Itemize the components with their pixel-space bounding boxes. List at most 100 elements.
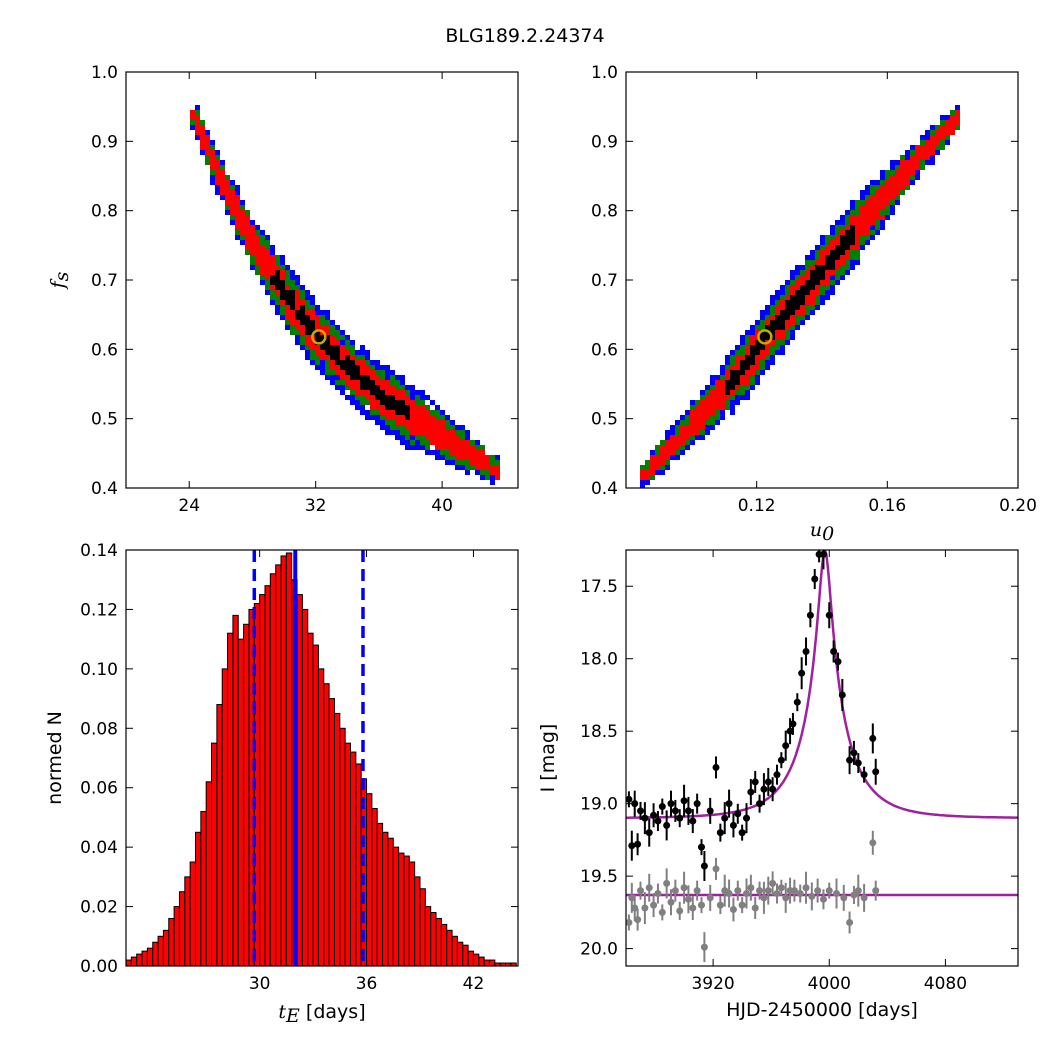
- density-cell-green: [300, 290, 305, 295]
- density-cell-blue: [860, 190, 865, 195]
- density-cell-blue: [755, 320, 760, 325]
- density-cell-black: [755, 345, 760, 350]
- density-cell-red: [865, 230, 870, 235]
- density-cell-black: [330, 350, 335, 355]
- density-cell-green: [935, 125, 940, 130]
- density-cell-black: [765, 325, 770, 330]
- density-cell-red: [910, 170, 915, 175]
- density-cell-green: [890, 200, 895, 205]
- density-cell-red: [895, 185, 900, 190]
- density-cell-green: [280, 265, 285, 270]
- density-cell-green: [645, 460, 650, 465]
- density-cell-green: [920, 165, 925, 170]
- density-cell-green: [350, 350, 355, 355]
- density-cell-blue: [690, 440, 695, 445]
- density-cell-blue: [335, 375, 340, 380]
- density-cell-green: [880, 210, 885, 215]
- density-cell-green: [205, 160, 210, 165]
- density-cell-red: [700, 400, 705, 405]
- density-cell-green: [765, 355, 770, 360]
- density-cell-blue: [720, 415, 725, 420]
- density-cell-red: [475, 450, 480, 455]
- density-cell-green: [815, 295, 820, 300]
- density-cell-red: [445, 430, 450, 435]
- density-cell-green: [830, 280, 835, 285]
- density-cell-blue: [665, 465, 670, 470]
- density-cell-red: [255, 245, 260, 250]
- density-cell-blue: [710, 380, 715, 385]
- density-cell-blue: [890, 205, 895, 210]
- density-cell-red: [730, 390, 735, 395]
- density-cell-red: [425, 435, 430, 440]
- density-cell-blue: [810, 255, 815, 260]
- density-cell-red: [425, 420, 430, 425]
- density-cell-blue: [280, 260, 285, 265]
- density-cell-blue: [370, 415, 375, 420]
- density-cell-red: [475, 465, 480, 470]
- density-cell-green: [245, 250, 250, 255]
- density-cell-green: [870, 190, 875, 195]
- density-cell-blue: [810, 310, 815, 315]
- density-cell-black: [360, 375, 365, 380]
- density-cell-red: [280, 275, 285, 280]
- density-cell-green: [710, 415, 715, 420]
- density-cell-black: [765, 330, 770, 335]
- density-cell-green: [750, 375, 755, 380]
- density-cell-red: [735, 385, 740, 390]
- density-cell-red: [455, 450, 460, 455]
- histogram-bar: [141, 950, 148, 967]
- density-cell-blue: [760, 310, 765, 315]
- density-cell-black: [360, 385, 365, 390]
- density-cell-blue: [335, 325, 340, 330]
- y-tick-label: 1.0: [91, 63, 118, 83]
- density-cell-red: [495, 465, 500, 470]
- density-cell-red: [650, 460, 655, 465]
- density-cell-blue: [850, 200, 855, 205]
- density-cell-red: [435, 445, 440, 450]
- density-cell-blue: [730, 410, 735, 415]
- density-cell-blue: [375, 420, 380, 425]
- density-cell-red: [825, 250, 830, 255]
- density-cell-blue: [360, 345, 365, 350]
- density-cell-red: [265, 275, 270, 280]
- density-cell-green: [260, 275, 265, 280]
- density-cell-blue: [820, 300, 825, 305]
- density-cell-green: [800, 315, 805, 320]
- density-cell-green: [885, 175, 890, 180]
- density-cell-black: [810, 270, 815, 275]
- density-cell-red: [670, 450, 675, 455]
- density-cell-blue: [730, 400, 735, 405]
- density-cell-green: [675, 425, 680, 430]
- density-cell-black: [800, 290, 805, 295]
- density-cell-red: [485, 460, 490, 465]
- density-cell-blue: [230, 180, 235, 185]
- density-cell-black: [745, 355, 750, 360]
- density-cell-red: [775, 305, 780, 310]
- density-cell-red: [940, 125, 945, 130]
- density-cell-green: [275, 260, 280, 265]
- density-cell-red: [260, 270, 265, 275]
- density-cell-black: [335, 345, 340, 350]
- density-cell-black: [280, 290, 285, 295]
- density-cell-blue: [465, 470, 470, 475]
- density-cell-black: [785, 310, 790, 315]
- density-cell-blue: [320, 310, 325, 315]
- density-cell-blue: [465, 435, 470, 440]
- density-cell-black: [385, 400, 390, 405]
- density-cell-red: [750, 365, 755, 370]
- density-cell-black: [800, 300, 805, 305]
- density-cell-red: [425, 430, 430, 435]
- density-cell-red: [750, 370, 755, 375]
- density-cell-red: [685, 435, 690, 440]
- density-cell-red: [680, 440, 685, 445]
- density-cell-green: [260, 235, 265, 240]
- density-cell-green: [400, 430, 405, 435]
- density-cell-green: [445, 450, 450, 455]
- density-cell-blue: [830, 285, 835, 290]
- density-cell-red: [470, 455, 475, 460]
- density-cell-blue: [880, 175, 885, 180]
- density-cell-green: [270, 295, 275, 300]
- density-cell-red: [885, 200, 890, 205]
- density-cell-blue: [225, 210, 230, 215]
